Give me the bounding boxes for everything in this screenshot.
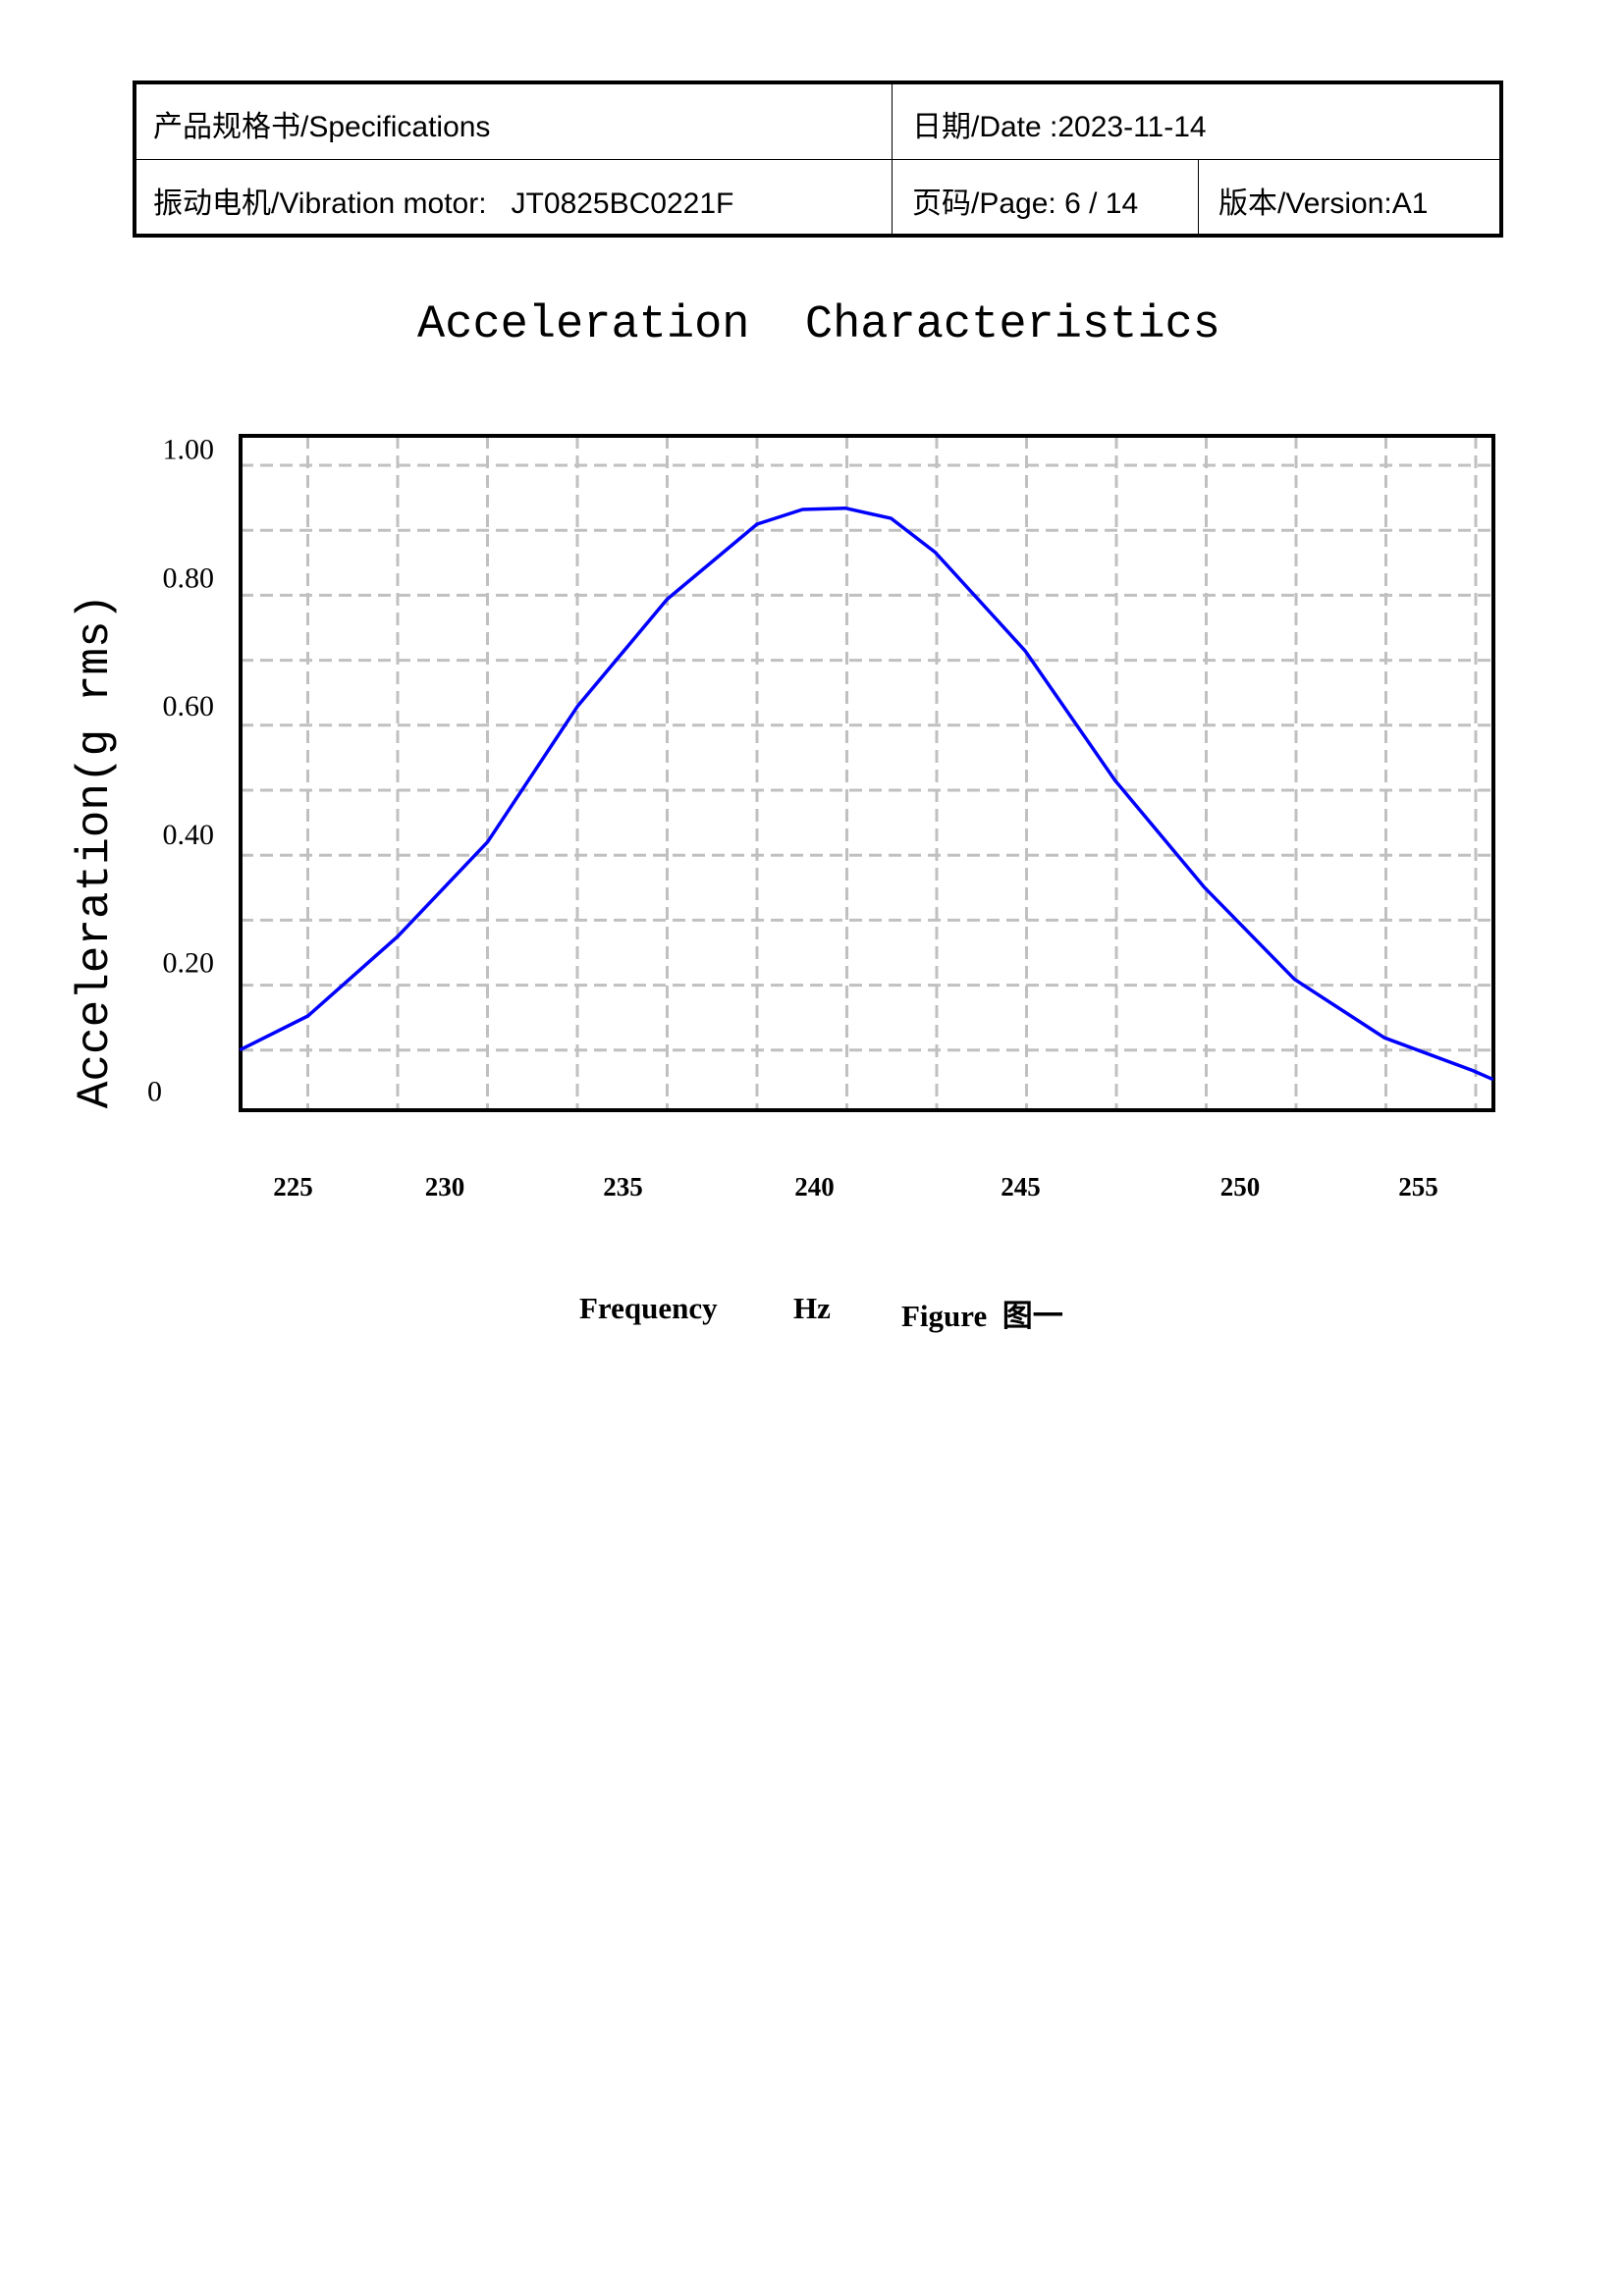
x-tick-label: 225 <box>273 1172 313 1201</box>
figure-caption: Figure 图一 <box>901 1299 1063 1333</box>
acceleration-chart: 0 0.20 0.40 0.60 0.80 1.00 225 230 235 240 245 250 2… <box>147 434 1495 1201</box>
product-model: 振动电机/Vibration motor: JT0825BC0221F <box>153 187 734 220</box>
series-line <box>239 506 1494 1082</box>
plot-frame <box>239 434 1495 1112</box>
divider <box>136 159 1499 160</box>
x-tick-label: 245 <box>1001 1172 1041 1201</box>
date: 日期/Date :2023-11-14 <box>912 111 1207 143</box>
divider <box>892 84 893 234</box>
x-tick-label: 230 <box>425 1172 465 1201</box>
divider <box>1198 159 1199 234</box>
version: 版本/Version:A1 <box>1218 187 1429 220</box>
y-tick-label: 0.40 <box>163 819 215 851</box>
x-tick-label: 235 <box>603 1172 643 1201</box>
x-axis-unit: Hz <box>793 1291 831 1325</box>
spec-header-table: 产品规格书/Specifications 日期/Date :2023-11-14… <box>133 80 1503 238</box>
y-tick-label: 0.60 <box>163 690 215 722</box>
x-tick-label: 250 <box>1220 1172 1261 1201</box>
y-tick-label: 0.80 <box>163 561 215 594</box>
spec-title: 产品规格书/Specifications <box>153 111 491 143</box>
y-tick-label: 1.00 <box>163 434 215 466</box>
chart-title: Acceleration Characteristics <box>417 299 1220 351</box>
y-tick-label: 0 <box>147 1076 162 1108</box>
page-number: 页码/Page: 6 / 14 <box>912 187 1139 220</box>
x-axis-label: Frequency <box>579 1291 718 1325</box>
x-tick-label: 240 <box>794 1172 835 1201</box>
y-tick-label: 0.20 <box>163 947 215 980</box>
x-tick-label: 255 <box>1398 1172 1438 1201</box>
